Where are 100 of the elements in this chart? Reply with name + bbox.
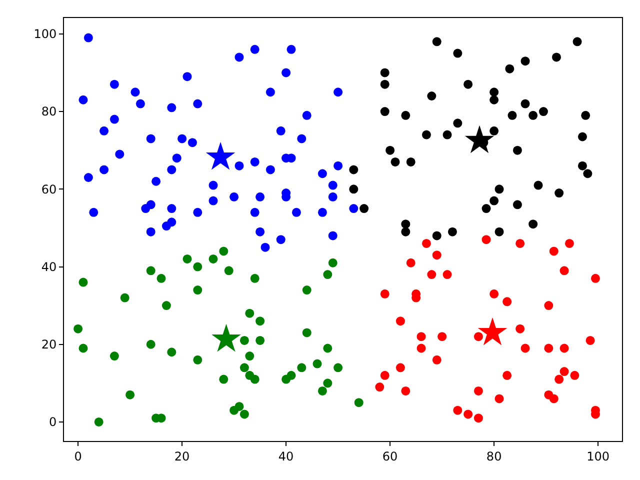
point xyxy=(146,200,156,210)
point xyxy=(432,250,442,260)
point xyxy=(100,126,109,136)
y-tick-label: 0 xyxy=(48,415,57,430)
point xyxy=(130,88,140,97)
point xyxy=(167,218,176,227)
point xyxy=(302,286,312,295)
point xyxy=(178,134,187,144)
point xyxy=(453,118,462,128)
point xyxy=(256,192,265,202)
point xyxy=(453,48,462,58)
point xyxy=(78,278,88,287)
point xyxy=(292,208,301,217)
point xyxy=(578,132,587,142)
point xyxy=(323,378,332,388)
point xyxy=(416,332,426,342)
x-tick-label: 40 xyxy=(278,449,294,464)
point xyxy=(230,192,239,202)
point xyxy=(502,297,512,306)
point xyxy=(380,107,390,116)
point xyxy=(146,266,156,276)
point xyxy=(474,414,483,423)
point xyxy=(401,110,410,120)
point xyxy=(250,208,260,217)
point xyxy=(240,363,249,372)
point xyxy=(100,165,109,174)
point xyxy=(172,154,182,163)
point xyxy=(250,374,260,384)
point xyxy=(549,246,558,256)
point xyxy=(386,146,395,155)
point xyxy=(586,336,595,345)
point xyxy=(528,220,538,229)
point xyxy=(432,231,442,240)
point xyxy=(256,336,265,345)
point xyxy=(84,33,93,42)
x-tick-label: 0 xyxy=(74,449,82,464)
point xyxy=(590,274,600,283)
point xyxy=(323,270,332,280)
point xyxy=(482,235,491,244)
point xyxy=(193,262,202,272)
point xyxy=(115,150,124,159)
point xyxy=(126,390,135,400)
point xyxy=(570,370,580,380)
point xyxy=(516,238,525,248)
point xyxy=(74,324,83,334)
point xyxy=(276,126,286,136)
point xyxy=(478,317,508,346)
point xyxy=(146,134,156,144)
point xyxy=(390,157,400,166)
point xyxy=(512,200,522,210)
y-tick-label: 100 xyxy=(34,27,57,42)
point xyxy=(401,386,410,396)
point xyxy=(534,180,543,190)
point xyxy=(464,410,473,419)
point xyxy=(224,266,234,276)
point xyxy=(208,254,218,264)
point xyxy=(219,374,228,384)
point xyxy=(193,99,202,108)
point xyxy=(494,227,504,236)
x-tick-label: 20 xyxy=(174,449,190,464)
point xyxy=(490,95,499,104)
point xyxy=(234,52,244,62)
point xyxy=(572,37,582,46)
point xyxy=(520,344,530,353)
point xyxy=(560,266,569,276)
point xyxy=(494,394,504,404)
point xyxy=(162,301,171,310)
point xyxy=(282,68,291,78)
point xyxy=(110,114,119,124)
point xyxy=(554,188,564,198)
point xyxy=(297,134,306,144)
point xyxy=(240,336,249,345)
point xyxy=(502,370,512,380)
point xyxy=(234,161,244,170)
point xyxy=(432,37,442,46)
point xyxy=(286,44,296,54)
point xyxy=(416,344,426,353)
point xyxy=(167,165,176,174)
point xyxy=(188,138,197,148)
point xyxy=(512,146,522,155)
point xyxy=(508,110,517,120)
point xyxy=(354,398,364,408)
point xyxy=(422,130,431,140)
point xyxy=(328,180,338,190)
point xyxy=(581,110,590,120)
x-tick-label: 100 xyxy=(586,449,610,464)
point xyxy=(245,352,254,361)
point xyxy=(110,352,119,361)
point xyxy=(401,220,410,229)
point xyxy=(474,386,483,396)
point xyxy=(328,192,338,202)
point xyxy=(520,56,530,66)
point xyxy=(438,332,447,342)
point xyxy=(167,204,176,214)
point xyxy=(474,332,483,342)
point xyxy=(302,328,312,338)
point xyxy=(260,242,270,252)
point xyxy=(193,208,202,217)
y-tick-label: 60 xyxy=(41,182,57,196)
point xyxy=(167,103,176,112)
